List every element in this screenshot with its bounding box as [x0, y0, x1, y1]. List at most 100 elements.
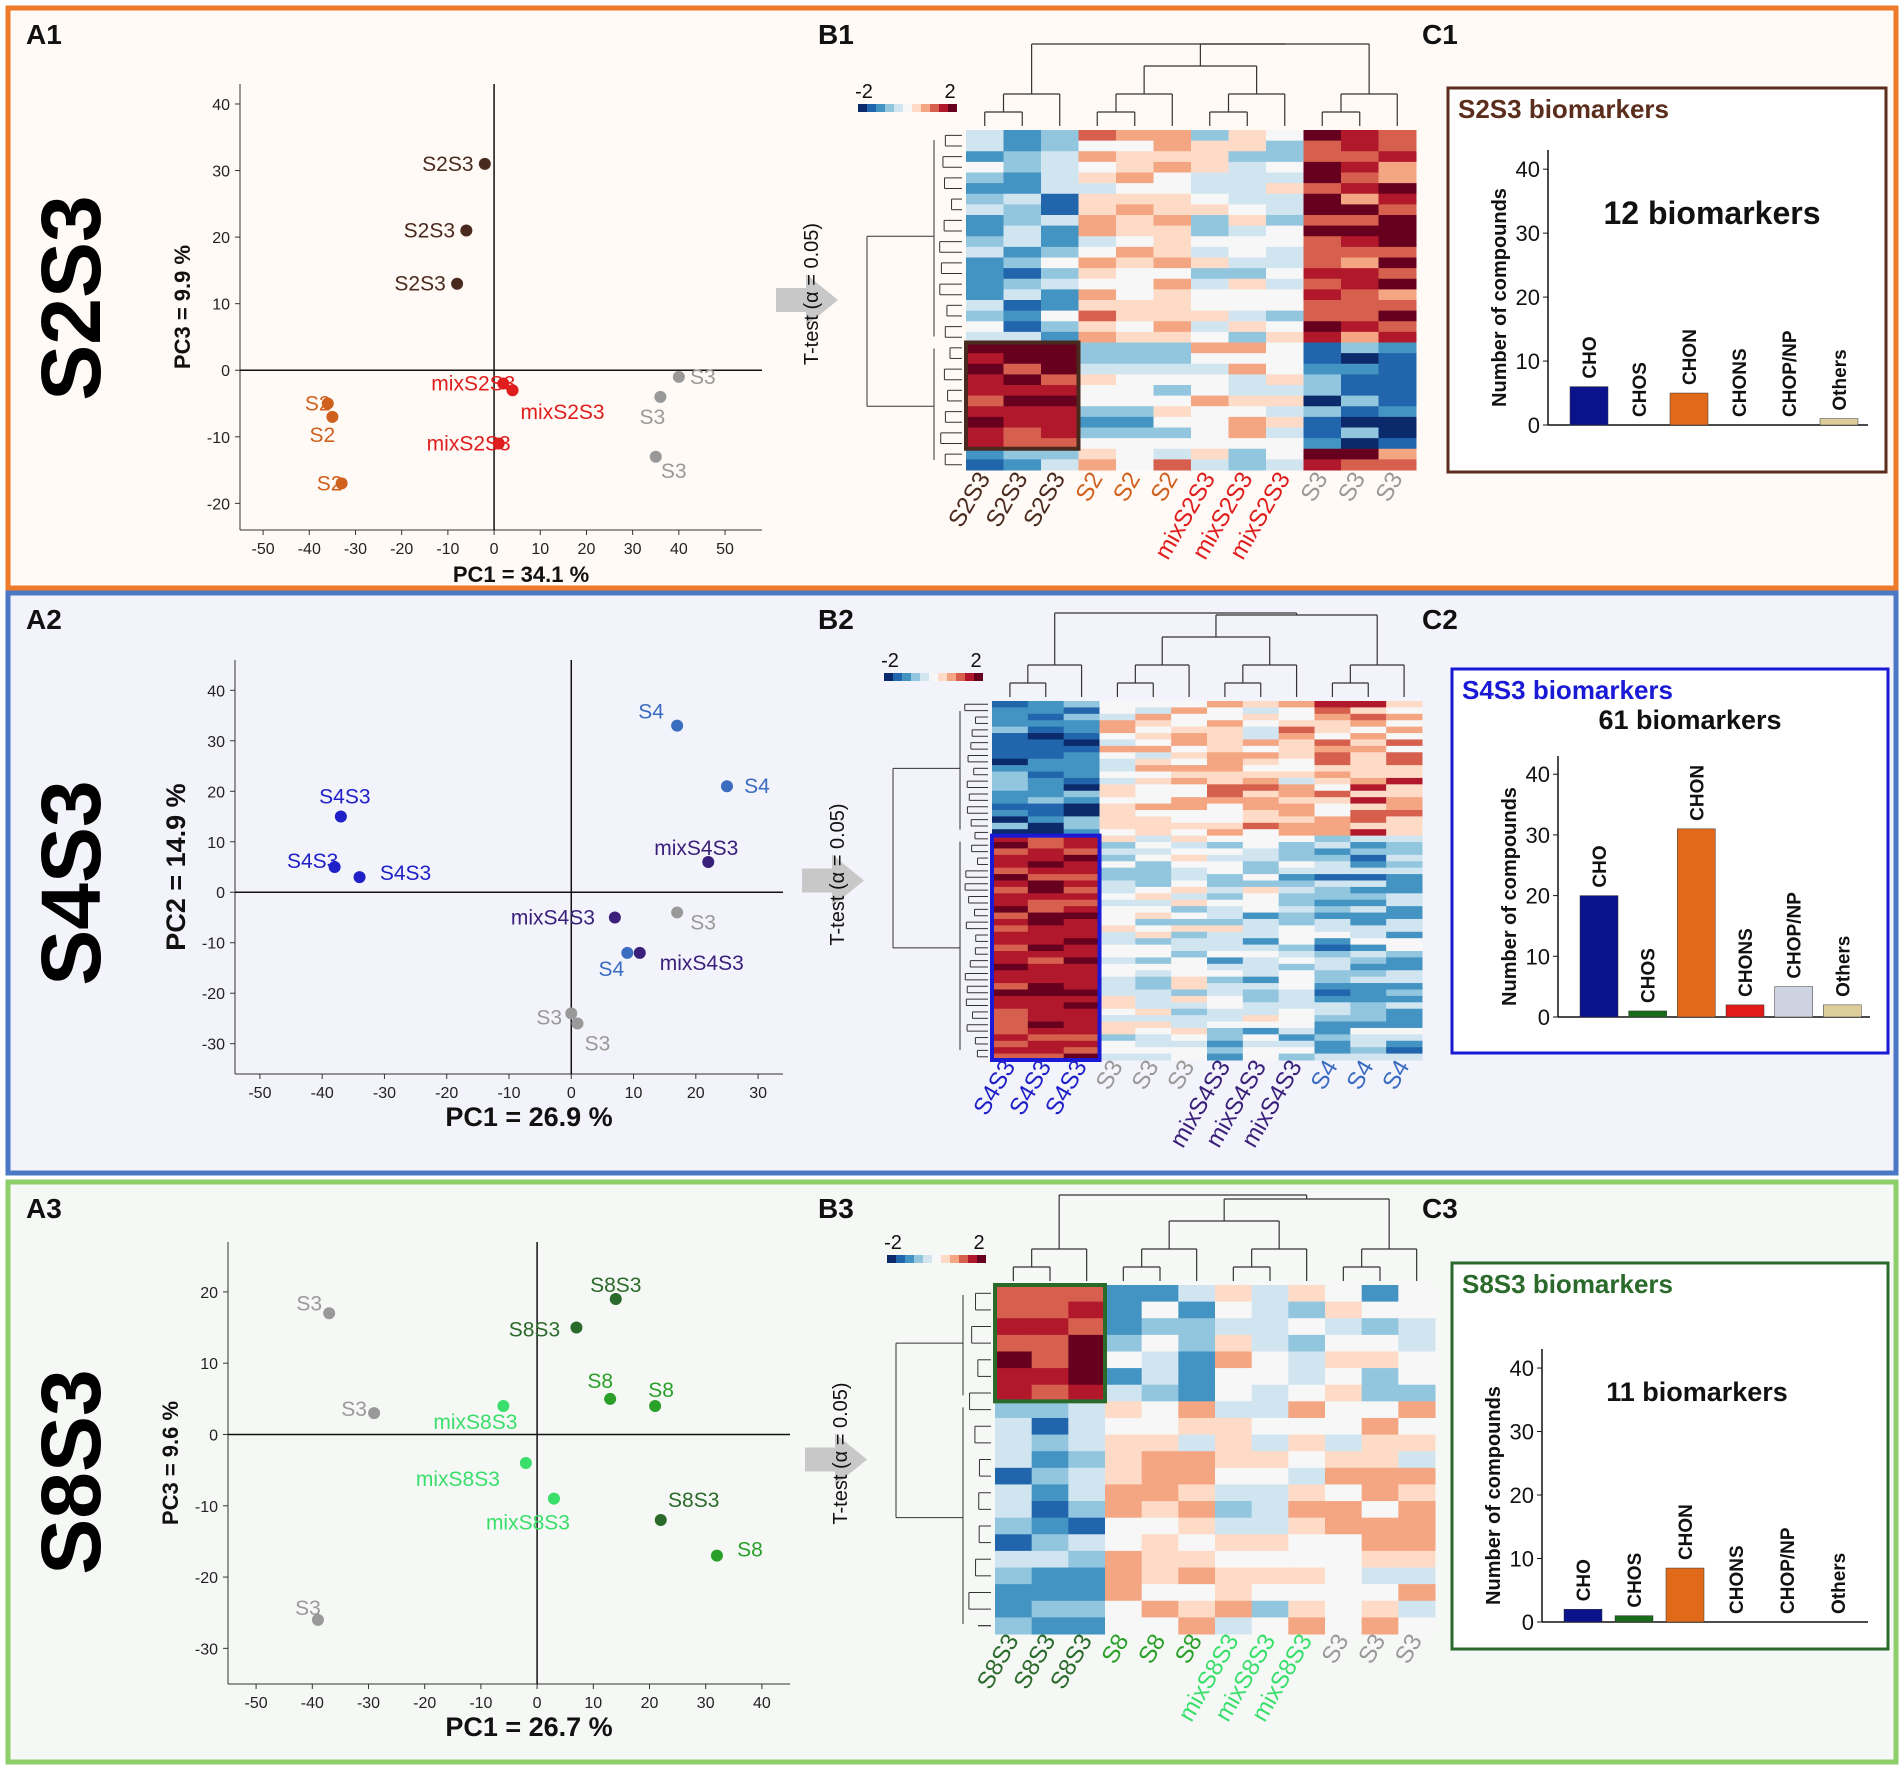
heatmap-cell	[1027, 848, 1065, 856]
heatmap-cell	[1171, 963, 1208, 971]
arrow-icon	[805, 1433, 867, 1486]
y-tick-label: -30	[202, 1037, 225, 1054]
heatmap-cell	[1027, 816, 1065, 824]
heatmap-cell	[1153, 193, 1192, 205]
heatmap-cell	[1171, 1002, 1208, 1010]
heatmap-cell	[992, 848, 1029, 856]
heatmap-cell	[1207, 1053, 1244, 1061]
heatmap-cell	[1242, 880, 1280, 888]
heatmap-cell	[1361, 1351, 1399, 1369]
heatmap-cell	[1105, 1617, 1143, 1635]
heatmap-cell	[1207, 854, 1244, 862]
heatmap-cell	[1105, 1301, 1143, 1319]
heatmap-cell	[1135, 893, 1172, 901]
heatmap-cell	[992, 951, 1029, 958]
heatmap-cell	[992, 861, 1029, 869]
heatmap-cell	[1099, 983, 1136, 990]
heatmap-cell	[1341, 225, 1379, 237]
heatmap-cell	[1099, 944, 1136, 952]
heatmap-cell	[1251, 1534, 1289, 1552]
ttest-label: T-test (α = 0.05)	[801, 223, 823, 365]
bar-y-tick-label: 30	[1510, 1420, 1534, 1445]
heatmap-cell	[1099, 957, 1136, 965]
heatmap-cell	[1063, 797, 1100, 805]
heatmap-cell	[1303, 268, 1342, 280]
heatmap-cell	[992, 963, 1029, 971]
x-tick-label: -50	[252, 541, 275, 558]
heatmap-cell	[1135, 720, 1172, 728]
heatmap-cell	[1398, 1501, 1436, 1519]
scatter-point-label: S3	[690, 911, 716, 934]
heatmap-cell	[1278, 822, 1315, 830]
heatmap-cell	[1314, 893, 1351, 901]
heatmap-cell	[1099, 880, 1136, 888]
heatmap-cell	[1266, 140, 1304, 152]
heatmap-cell	[1068, 1318, 1106, 1336]
heatmap-cell	[1386, 816, 1423, 824]
heatmap-cell	[1303, 161, 1342, 173]
heatmap-cell	[1314, 931, 1351, 939]
heatmap-cell	[1135, 1034, 1172, 1042]
heatmap-cell	[1398, 1517, 1436, 1535]
x-axis-label: PC1 = 26.9 %	[445, 1102, 612, 1132]
heatmap-cell	[1116, 353, 1154, 365]
heatmap-cell	[1041, 225, 1079, 237]
scatter-point-label: mixS4S3	[660, 952, 744, 975]
heatmap-cell	[1228, 385, 1267, 397]
scatter-point-label: S2	[305, 393, 331, 416]
heatmap-cell	[995, 1301, 1033, 1319]
heatmap-cell	[1207, 970, 1244, 978]
heatmap-cell	[1063, 771, 1100, 779]
heatmap-cell	[1314, 809, 1351, 817]
heatmap-cell	[1266, 459, 1304, 471]
bar-y-tick-label: 0	[1528, 413, 1540, 438]
heatmap-cell	[966, 140, 1004, 152]
heatmap-cell	[1242, 886, 1280, 894]
heatmap-cell	[1041, 289, 1079, 301]
heatmap-cell	[1378, 395, 1417, 407]
heatmap-cell	[1386, 777, 1423, 785]
x-tick-label: 30	[697, 1695, 715, 1712]
heatmap-cell	[992, 822, 1029, 830]
heatmap-cell	[1341, 215, 1379, 227]
heatmap-cell	[1378, 321, 1417, 333]
heatmap-cell	[1242, 925, 1280, 933]
heatmap-cell	[1041, 416, 1079, 428]
heatmap-cell	[1266, 225, 1304, 237]
heatmap-cell	[992, 835, 1029, 843]
heatmap-cell	[1153, 246, 1192, 258]
heatmap-cell	[1228, 459, 1267, 471]
heatmap-cell	[1350, 957, 1387, 965]
heatmap-cell	[1242, 1034, 1280, 1042]
heatmap-cell	[1278, 925, 1315, 933]
heatmap-cell	[1171, 925, 1208, 933]
heatmap-cell	[1099, 1015, 1136, 1023]
heatmap-cell	[1288, 1550, 1326, 1569]
heatmap-cell	[966, 342, 1004, 354]
heatmap-cell	[966, 395, 1004, 407]
heatmap-cell	[1135, 854, 1172, 862]
heatmap-cell	[1068, 1550, 1106, 1569]
heatmap-cell	[1171, 707, 1208, 715]
heatmap-cell	[1078, 342, 1117, 354]
heatmap-cell	[1099, 758, 1136, 766]
heatmap-cell	[1314, 867, 1351, 875]
heatmap-cell	[1063, 886, 1100, 894]
heatmap-cell	[1361, 1517, 1399, 1535]
heatmap-cell	[1031, 1334, 1069, 1352]
heatmap-highlight-box	[990, 833, 1102, 1062]
heatmap-cell	[1135, 835, 1172, 843]
heatmap-cell	[1153, 183, 1192, 195]
heatmap-cell	[1116, 278, 1154, 290]
heatmap-cell	[1242, 989, 1280, 997]
heatmap-cell	[1105, 1351, 1143, 1369]
biomarker-count: 11 biomarkers	[1606, 1377, 1788, 1407]
heatmap-cell	[1178, 1451, 1216, 1469]
heatmap-cell	[1099, 931, 1136, 939]
heatmap-cell	[966, 438, 1004, 450]
heatmap-cell	[1228, 289, 1267, 301]
heatmap-cell	[1242, 848, 1280, 856]
